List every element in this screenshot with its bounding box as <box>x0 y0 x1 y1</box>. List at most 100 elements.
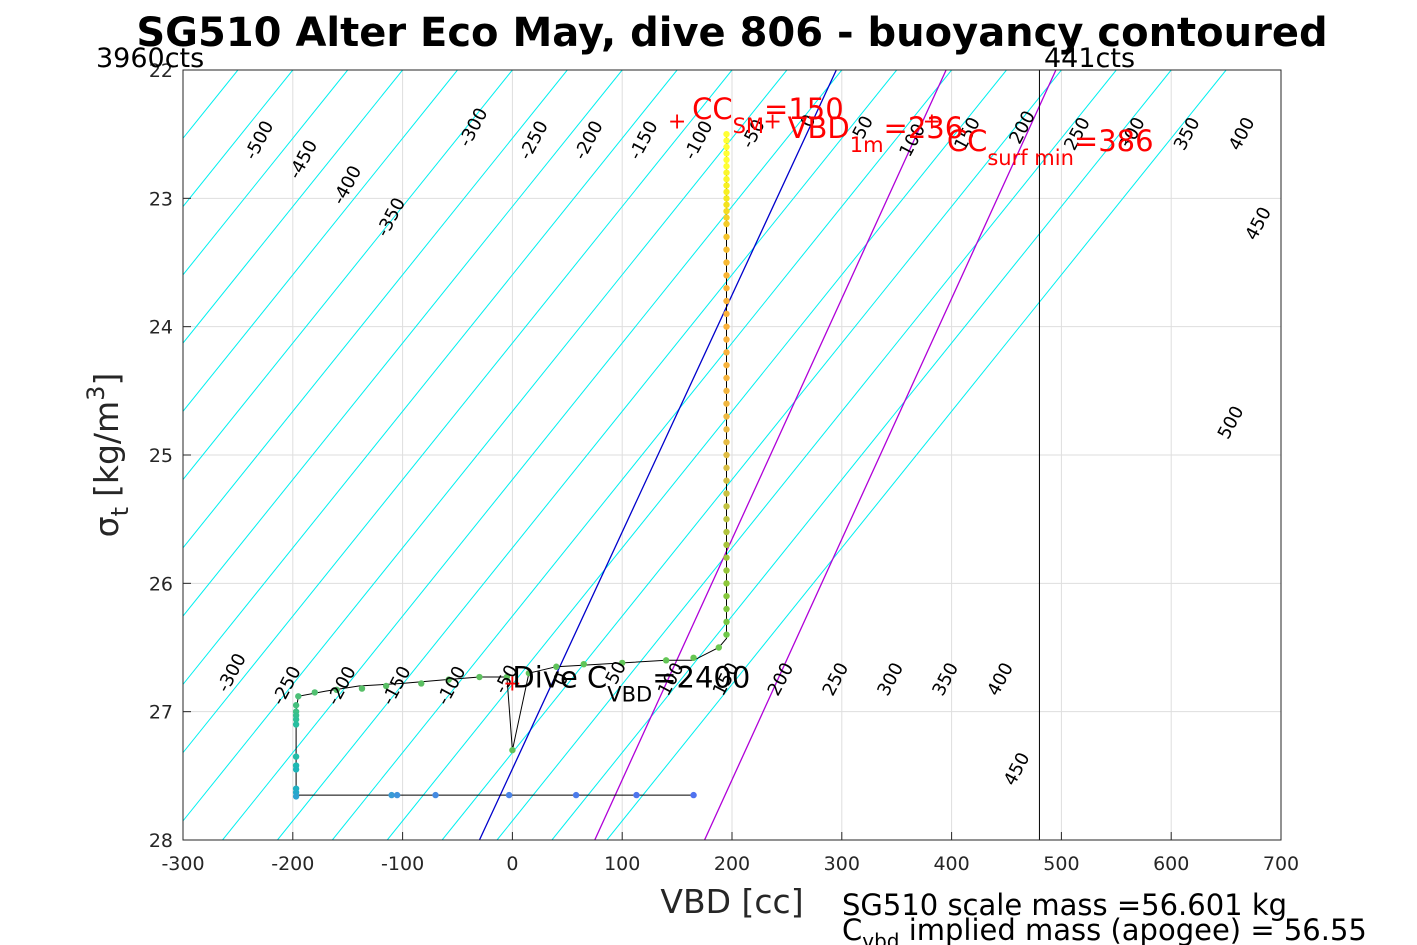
contour-line-17 <box>183 70 788 822</box>
profile-point-60 <box>358 685 366 692</box>
ref-line-CC_SM <box>478 70 837 840</box>
profile-point-45 <box>723 618 730 626</box>
ref-line-CC_surf_min <box>703 70 1057 840</box>
y-label-sup: 3 <box>82 386 110 401</box>
profile-point-42 <box>723 580 730 587</box>
profile-point-46 <box>723 631 730 638</box>
x-ticks: -300 -200 -100 0 100 200 300 400 500 600 700 <box>161 832 1299 875</box>
profile-point-71 <box>292 766 300 773</box>
contour-line-24 <box>551 70 1172 840</box>
profile-point-25 <box>723 361 730 369</box>
profile-point-54 <box>509 746 516 754</box>
profile-point-62 <box>311 689 318 696</box>
profile-point-38 <box>723 528 730 536</box>
profile-point-74 <box>292 793 300 800</box>
profile-point-23 <box>723 336 730 343</box>
profile-point-30 <box>723 426 730 433</box>
ref-line-VBD_1m <box>594 70 947 840</box>
profile-point-9 <box>723 188 730 196</box>
profile-point-8 <box>723 182 730 189</box>
profile-point-52 <box>553 663 560 670</box>
profile-point-39 <box>723 541 730 549</box>
x-tick-label-6: 300 <box>824 853 860 875</box>
profile-point-47 <box>715 644 723 651</box>
profile-point-51 <box>580 660 587 668</box>
profile-point-48 <box>690 654 697 661</box>
profile-point-50 <box>619 659 626 667</box>
y-label-sub: t <box>106 507 134 516</box>
y-label-unit: [kg/m <box>87 401 126 497</box>
profile-point-1 <box>723 137 730 144</box>
y-ticks: 22 23 24 25 26 27 28 <box>149 60 191 852</box>
profile-point-21 <box>723 310 730 318</box>
profile-point-75 <box>388 791 395 799</box>
y-tick-label-2: 24 <box>149 317 173 339</box>
profile-point-41 <box>723 567 730 574</box>
counts-right-label: 441cts <box>1044 43 1135 74</box>
profile-point-76 <box>393 791 401 799</box>
profile-point-36 <box>723 503 730 510</box>
annotation-3: Dive CVBD=2400 <box>512 660 750 706</box>
profile-point-19 <box>723 284 730 292</box>
profile-point-12 <box>723 207 730 215</box>
profile-point-3 <box>723 150 730 157</box>
profile-point-43 <box>723 592 730 600</box>
profile-point-57 <box>445 676 452 683</box>
contour-line-21 <box>386 70 1007 840</box>
marker-plus-2: + <box>923 109 941 134</box>
contour-line-16 <box>183 70 733 754</box>
profile-line <box>295 134 727 796</box>
profile-point-35 <box>723 490 730 497</box>
contour-line-11 <box>183 70 458 413</box>
profile-point-29 <box>723 413 730 420</box>
y-label-sigma: σ <box>87 516 126 537</box>
profile-point-55 <box>503 673 511 681</box>
profile-point-5 <box>723 163 730 170</box>
x-tick-label-3: 0 <box>506 853 518 875</box>
profile-point-11 <box>723 201 730 208</box>
profile-point-69 <box>292 753 300 760</box>
y-tick-label-4: 26 <box>149 573 173 595</box>
contour-line-10 <box>183 70 403 344</box>
contour-line-3 <box>0 70 18 840</box>
profile-point-80 <box>633 791 640 799</box>
marker-plus-1: + <box>763 109 781 134</box>
chart-title: SG510 Alter Eco May, dive 806 - buoyancy… <box>136 10 1327 56</box>
profile-point-14 <box>723 220 730 228</box>
x-axis-label: VBD [cc] <box>660 882 803 921</box>
profile-point-18 <box>723 272 730 279</box>
y-tick-label-3: 25 <box>149 445 173 467</box>
x-tick-label-10: 700 <box>1263 853 1299 875</box>
contour-line-20 <box>331 70 952 840</box>
contour-line-19 <box>277 70 898 840</box>
profile-point-20 <box>723 297 730 305</box>
profile-point-2 <box>723 143 730 151</box>
profile-point-27 <box>723 387 730 395</box>
profile-point-58 <box>418 680 425 687</box>
profile-point-77 <box>432 791 439 799</box>
implied-rest: implied mass (apogee) = 56.55 <box>899 913 1366 945</box>
contour-line-12 <box>183 70 513 481</box>
profile-point-63 <box>295 693 302 700</box>
profile-point-22 <box>723 323 730 330</box>
y-tick-label-5: 27 <box>149 702 173 724</box>
dive-profile <box>292 130 730 800</box>
x-tick-label-9: 600 <box>1153 853 1189 875</box>
profile-point-10 <box>723 195 730 202</box>
profile-point-13 <box>723 214 730 221</box>
x-tick-label-2: -100 <box>381 853 424 875</box>
profile-point-15 <box>723 233 730 241</box>
profile-point-26 <box>723 374 730 382</box>
profile-point-44 <box>723 605 730 613</box>
profile-point-56 <box>476 673 483 681</box>
profile-point-28 <box>723 400 730 407</box>
implied-mass-text: Cvbd implied mass (apogee) = 56.55 <box>842 913 1367 945</box>
contour-line-23 <box>496 70 1117 840</box>
annotation-0: CCSM=150 <box>692 92 844 138</box>
contour-line-15 <box>183 70 678 686</box>
contour-line-14 <box>183 70 623 617</box>
y-tick-label-6: 28 <box>149 830 173 852</box>
contour-line-18 <box>222 70 843 840</box>
